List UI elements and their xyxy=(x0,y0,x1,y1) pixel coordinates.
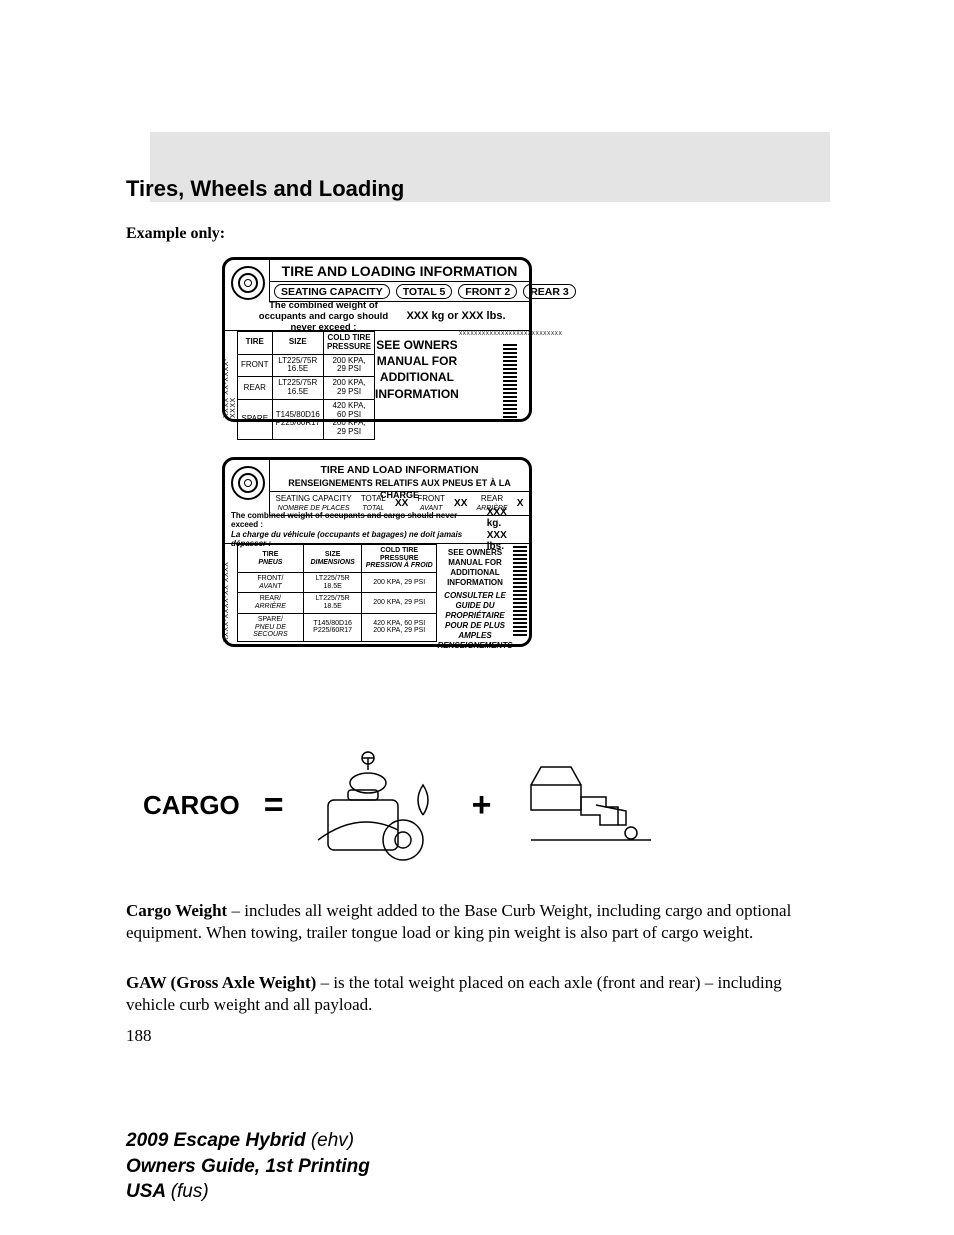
placard1-right-code: XXXXXXXXXXXXXXXXXXXXXXXXXXX xyxy=(459,331,563,342)
barcode-icon xyxy=(513,546,527,636)
example-only-label: Example only: xyxy=(126,225,225,243)
table-row: FRONT/AVANT LT225/75R 18.5E 200 KPA, 29 … xyxy=(238,573,437,593)
footer-guide: Owners Guide, 1st Printing xyxy=(126,1156,370,1177)
footer-vehicle: 2009 Escape Hybrid xyxy=(126,1130,311,1151)
col-size: SIZE xyxy=(272,332,323,355)
page-number: 188 xyxy=(126,1026,152,1046)
table-row: SPARE/PNEU DE SECOURS T145/80D16 P225/60… xyxy=(238,613,437,641)
gaw-paragraph: GAW (Gross Axle Weight) – is the total w… xyxy=(126,972,832,1016)
placard1-title: TIRE AND LOADING INFORMATION xyxy=(269,260,529,282)
gaw-term: GAW (Gross Axle Weight) xyxy=(126,973,316,992)
table-row: SPARE T145/80D16 P225/60R17 420 KPA, 60 … xyxy=(238,399,375,439)
combined-text: The combined weight of occupants and car… xyxy=(248,300,398,333)
placard1-left-code: XXXX XX-XXXX-XXXX xyxy=(223,352,237,418)
seating-total: TOTAL 5 xyxy=(396,284,453,299)
table-row: FRONT LT225/75R 16.5E 200 KPA, 29 PSI xyxy=(238,354,375,377)
placard2-combined-weight: The combined weight of occupants and car… xyxy=(225,516,529,544)
footer-region: USA xyxy=(126,1181,171,1202)
footer-code2: (fus) xyxy=(171,1181,209,1202)
placard1-tire-table: TIRE SIZE COLD TIRE PRESSURE FRONT LT225… xyxy=(237,331,375,440)
footer-code1: (ehv) xyxy=(311,1130,354,1151)
placard2-lower: TIREPNEUS SIZEDIMENSIONS COLD TIRE PRESS… xyxy=(225,544,529,642)
barcode-icon xyxy=(503,344,517,418)
see-owners-manual: SEE OWNERS MANUAL FOR ADDITIONAL INFORMA… xyxy=(375,331,459,418)
col-tire: TIRE xyxy=(238,332,273,355)
cargo-equation: CARGO = + xyxy=(143,735,783,875)
seating-front: FRONT 2 xyxy=(458,284,517,299)
tire-icon xyxy=(231,266,265,300)
equals-sign: = xyxy=(264,786,284,825)
section-title: Tires, Wheels and Loading xyxy=(126,176,404,202)
table-row: REAR/ARRIÈRE LT225/75R 18.5E 200 KPA, 29… xyxy=(238,593,437,613)
cargo-weight-term: Cargo Weight xyxy=(126,901,227,920)
cargo-label: CARGO xyxy=(143,790,240,821)
plus-sign: + xyxy=(472,786,492,825)
placard1-combined-weight: The combined weight of occupants and car… xyxy=(225,302,529,331)
combined-weight: XXX kg or XXX lbs. xyxy=(406,310,505,322)
seating-rear: REAR 3 xyxy=(523,284,576,299)
see-owners-manual-bilingual: SEE OWNERS MANUAL FOR ADDITIONAL INFORMA… xyxy=(437,544,513,642)
placard1-lower: TIRE SIZE COLD TIRE PRESSURE FRONT LT225… xyxy=(225,331,529,418)
placard2-title: TIRE AND LOAD INFORMATION RENSEIGNEMENTS… xyxy=(269,460,529,492)
footer: 2009 Escape Hybrid (ehv) Owners Guide, 1… xyxy=(126,1128,370,1205)
hitch-illustration xyxy=(516,745,656,865)
tire-icon xyxy=(231,466,265,500)
placard2-tire-table: TIREPNEUS SIZEDIMENSIONS COLD TIRE PRESS… xyxy=(237,544,437,642)
seating-capacity-label: SEATING CAPACITY xyxy=(274,284,390,299)
tire-placard-bilingual: XXXX-XXXX-XX XXXX TIRE AND LOAD INFORMAT… xyxy=(222,457,532,647)
tire-placard-english: XXXX XX-XXXX-XXXX TIRE AND LOADING INFOR… xyxy=(222,257,532,422)
col-pressure: COLD TIRE PRESSURE xyxy=(324,332,375,355)
placard2-left-code: XXXX-XXXX-XX XXXX xyxy=(223,552,230,642)
table-row: REAR LT225/75R 16.5E 200 KPA, 29 PSI xyxy=(238,377,375,400)
luggage-illustration xyxy=(308,745,448,865)
cargo-weight-paragraph: Cargo Weight – includes all weight added… xyxy=(126,900,832,944)
